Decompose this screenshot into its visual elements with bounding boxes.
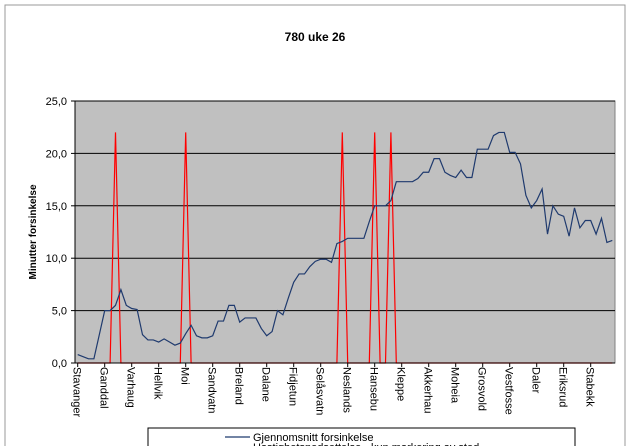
x-tick-label: Hellvik [152, 367, 164, 400]
x-tick-label: Daler [530, 367, 542, 394]
legend-label: Hastighetsnedsettelse - kun markering av… [253, 442, 479, 446]
x-tick-label: Dalane [260, 367, 272, 402]
legend-box [147, 427, 576, 446]
y-tick-label: 5,0 [52, 306, 67, 318]
y-tick-label: 15,0 [46, 201, 67, 213]
x-tick-label: Grosvold [476, 367, 488, 411]
legend-label: Gjennomsnitt forsinkelse [253, 432, 373, 444]
x-tick-label: Varhaug [125, 367, 137, 408]
y-tick-label: 25,0 [46, 96, 67, 108]
x-tick-label: Kleppe [395, 367, 407, 401]
data-line [77, 131, 613, 360]
x-tick-label: Moheia [449, 367, 461, 404]
x-tick-label: Breland [233, 367, 245, 405]
x-tick-label: Stabekk [584, 367, 596, 407]
x-tick-label: Vestfosse [503, 367, 515, 415]
y-tick-label: 0,0 [52, 358, 67, 370]
x-tick-label: Selåsvatn [314, 367, 326, 415]
x-tick-label: Eriksrud [557, 367, 569, 407]
x-tick-label: Akkerhau [422, 367, 434, 413]
y-tick-label: 20,0 [46, 148, 67, 160]
x-tick-label: Sandvatn [206, 367, 218, 413]
x-tick-label: Hansebu [368, 367, 380, 411]
x-tick-label: Neslands [341, 367, 353, 413]
x-tick-label: Stavanger [71, 367, 83, 417]
x-tick-label: Ganddal [98, 367, 110, 409]
x-tick-label: Moi [179, 367, 191, 385]
y-tick-label: 10,0 [46, 253, 67, 265]
chart-title: 780 uke 26 [285, 30, 346, 44]
x-tick-label: Fidjetun [287, 367, 299, 406]
y-axis-label: Minutter forsinkelse [28, 184, 39, 279]
